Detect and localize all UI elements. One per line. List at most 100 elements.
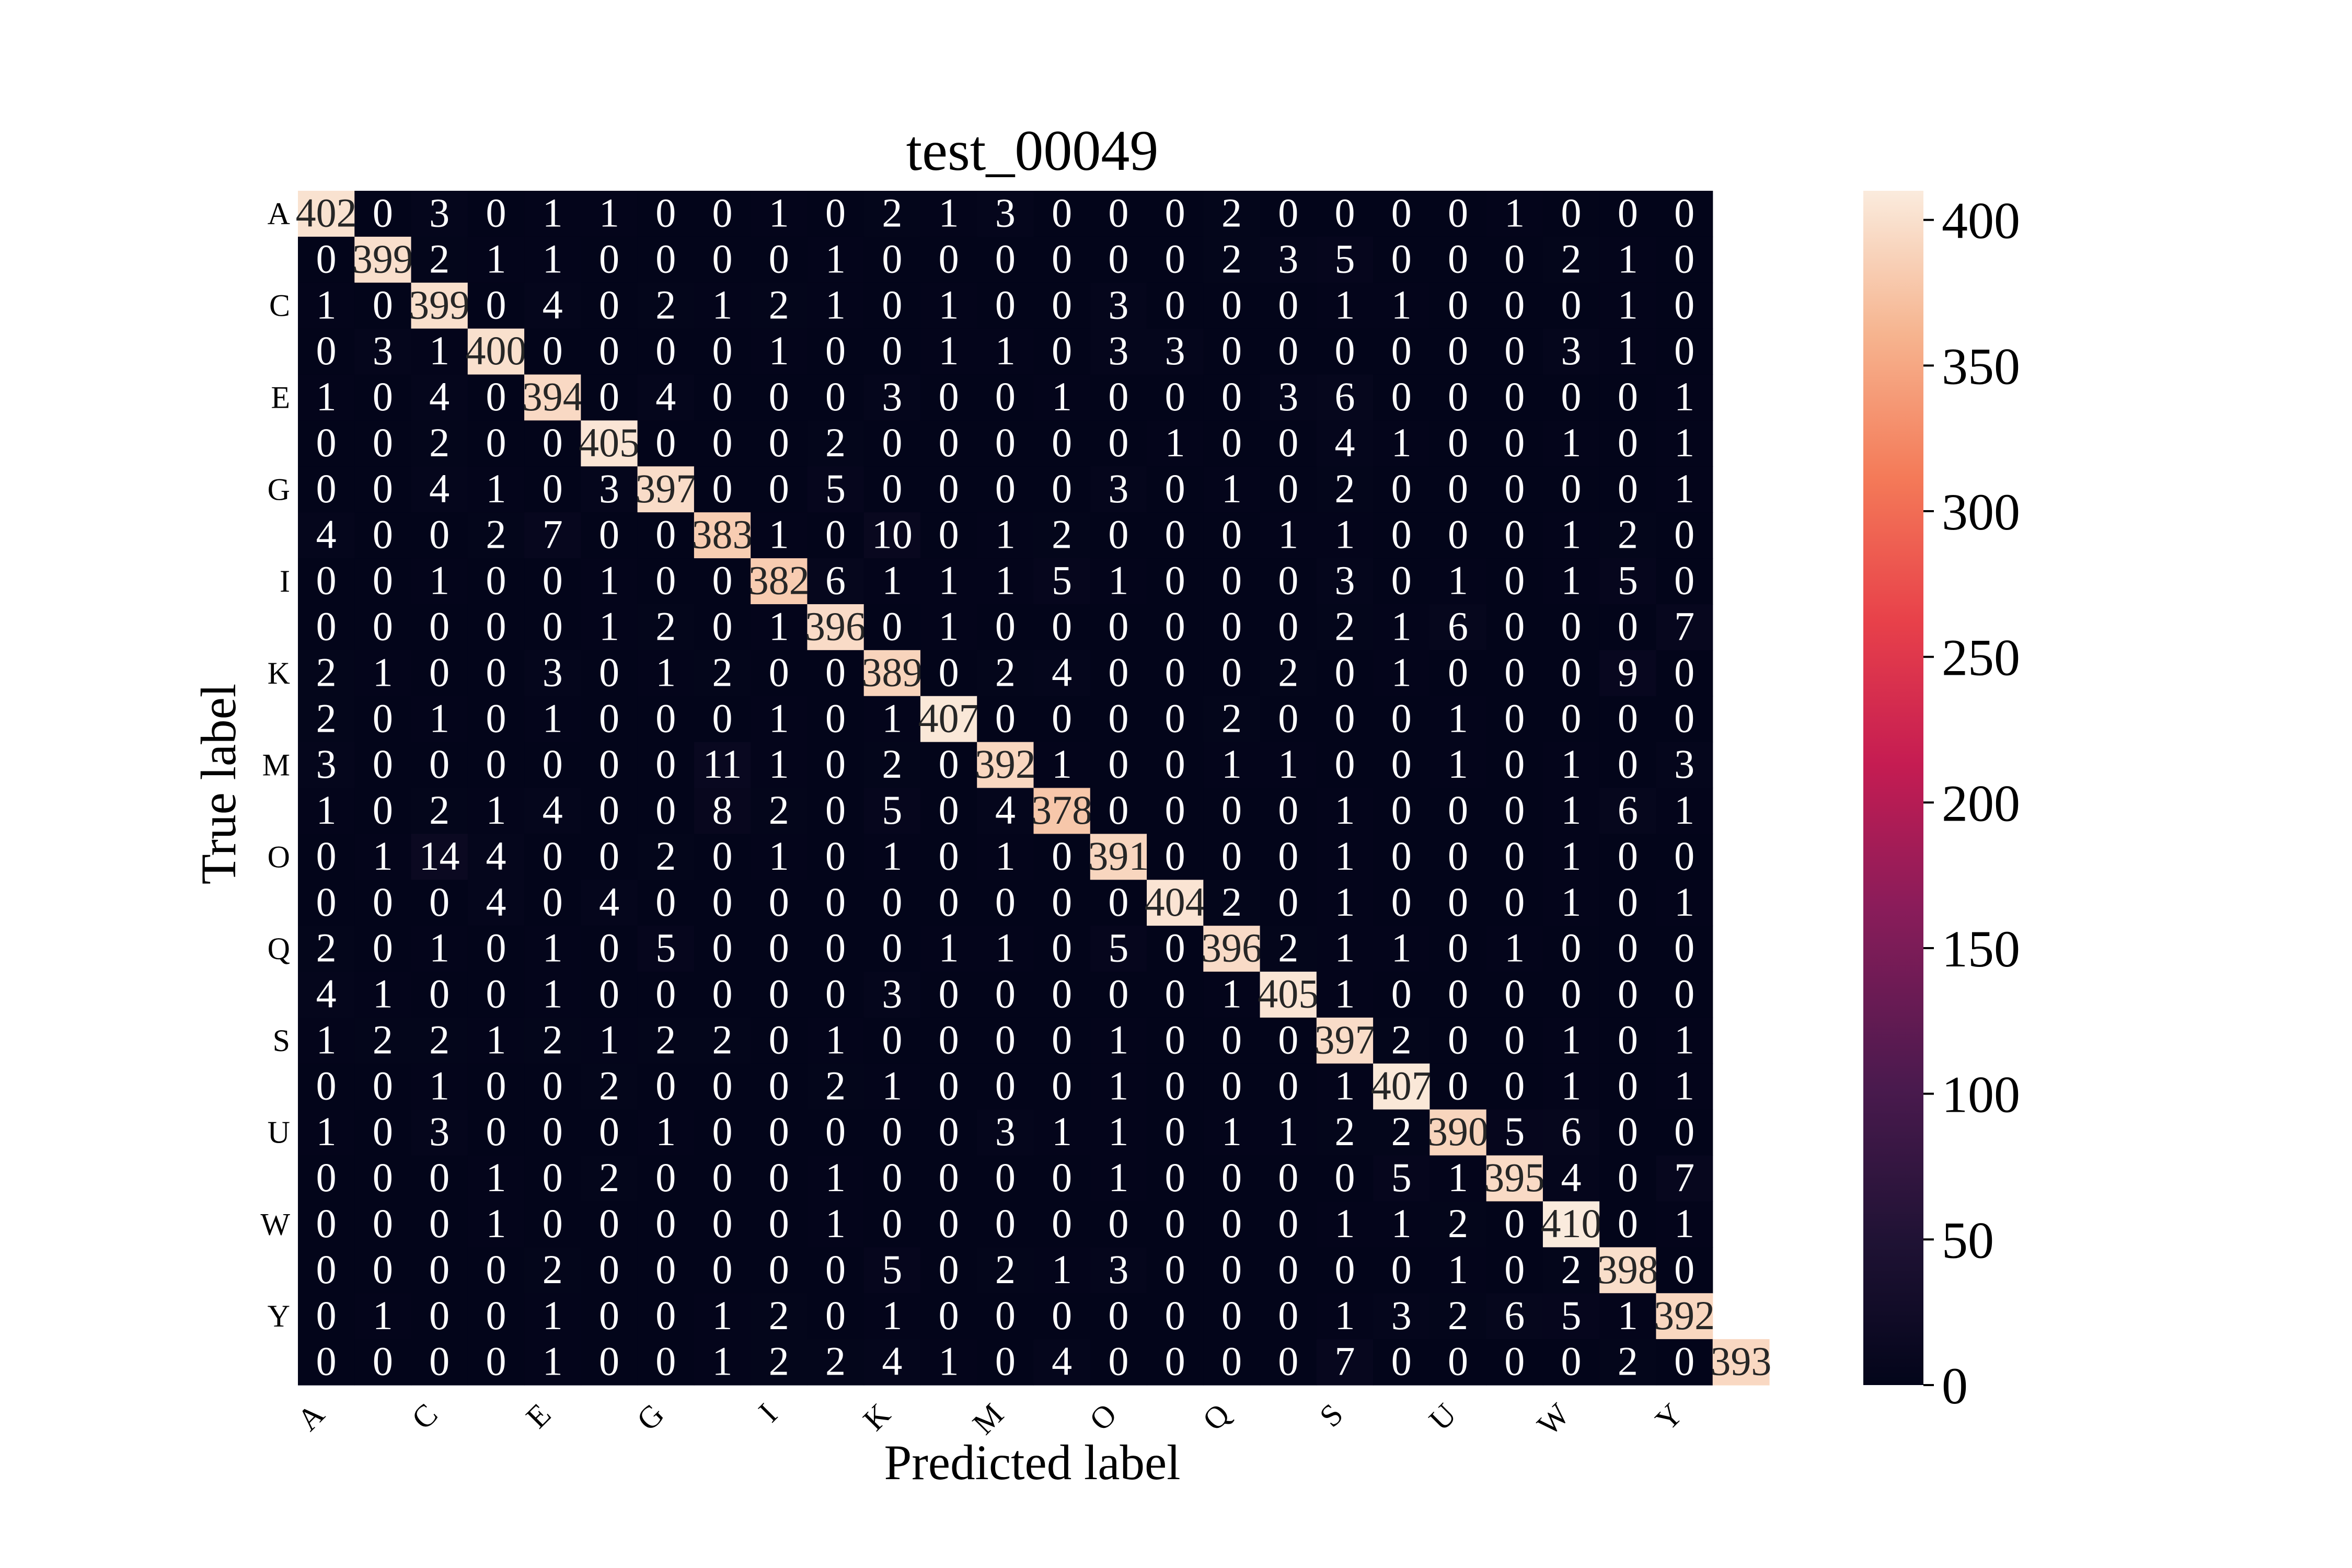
heatmap-cell [807,1063,864,1110]
heatmap-cell [1316,834,1374,880]
cell-value-label: 0 [769,1247,789,1292]
cell-value-label: 0 [995,1155,1016,1200]
heatmap-cell [751,1063,808,1110]
cell-value-label: 1 [1052,374,1072,419]
heatmap-cell [1316,191,1374,237]
heatmap-cell [581,1017,638,1064]
heatmap-cell [467,1339,525,1386]
heatmap-cell [694,926,751,972]
heatmap-cell [1656,1063,1713,1110]
cell-value-label: 1 [1334,1293,1355,1338]
heatmap-cell [694,282,751,329]
cell-value-label: 0 [1504,1247,1525,1292]
heatmap-cell [637,1293,695,1340]
heatmap-cell [1316,328,1374,375]
cell-value-label: 0 [1391,328,1412,373]
cell-value-label: 0 [373,879,393,925]
heatmap-cell [1316,926,1374,972]
heatmap-cell [1090,1017,1147,1064]
heatmap-cell [807,328,864,375]
cell-value-label: 1 [1561,741,1582,787]
cell-value-label: 0 [316,420,337,465]
heatmap-cell [1656,1201,1713,1248]
heatmap-cell [1373,1109,1430,1156]
cell-value-label: 400 [465,328,526,373]
cell-value-label: 0 [1334,190,1355,236]
cell-value-label: 0 [1504,420,1525,465]
heatmap-cell [1316,282,1374,329]
cell-value-label: 2 [429,1017,449,1062]
heatmap-cell [1373,1293,1430,1340]
heatmap-cell [751,1247,808,1294]
heatmap-cell [920,1017,977,1064]
heatmap-cell [524,650,581,697]
heatmap-cell [411,788,468,834]
heatmap-cell [1147,1017,1204,1064]
heatmap-cell [1147,282,1204,329]
heatmap-cell [298,742,355,789]
heatmap-cell [1656,1339,1713,1386]
heatmap-cell [298,1017,355,1064]
heatmap-cell [1203,558,1261,605]
cell-value-label: 1 [373,1293,393,1338]
heatmap-cell [1316,788,1374,834]
heatmap-cell [1203,604,1261,651]
heatmap-cell [1599,1339,1657,1386]
heatmap-cell [354,1201,412,1248]
cell-value-label: 0 [1618,833,1638,879]
cell-value-label: 0 [373,1063,393,1108]
cell-value-label: 0 [1391,833,1412,879]
heatmap-cell [524,1201,581,1248]
heatmap-cell [637,926,695,972]
cell-value-label: 0 [882,328,902,373]
cell-value-label: 1 [1052,741,1072,787]
cell-value-label: 0 [1674,695,1694,741]
cell-value-label: 1 [1391,925,1412,971]
cell-value-label: 0 [1334,649,1355,695]
colorbar-tick-label: 0 [1942,1357,1968,1415]
cell-value-label: 4 [1334,420,1355,465]
heatmap-cell [1599,374,1657,421]
cell-value-label: 0 [1108,787,1128,833]
cell-value-label: 0 [882,604,902,649]
cell-value-label: 0 [1165,1339,1185,1384]
heatmap-cell [354,512,412,559]
heatmap-cell [1486,1063,1543,1110]
heatmap-cell [920,328,977,375]
cell-value-label: 2 [316,925,337,971]
cell-value-label: 0 [939,741,959,787]
heatmap-cell [977,1293,1034,1340]
cell-value-label: 0 [1504,1063,1525,1108]
heatmap-cell [751,558,808,605]
cell-value-label: 2 [825,420,846,465]
heatmap-cell [1373,926,1430,972]
cell-value-label: 0 [712,466,733,511]
colorbar-tick-label: 100 [1942,1066,2020,1124]
heatmap-cell [1033,1339,1091,1386]
heatmap-cell [807,1017,864,1064]
cell-value-label: 0 [1618,925,1638,971]
cell-value-label: 1 [1334,833,1355,879]
heatmap-cell [298,420,355,467]
heatmap-cell [1542,1201,1600,1248]
cell-value-label: 3 [316,741,337,787]
heatmap-cell [524,420,581,467]
heatmap-cell [1656,1247,1713,1294]
heatmap-cell [1373,558,1430,605]
heatmap-cell [1260,191,1317,237]
cell-value-label: 5 [1052,558,1072,603]
cell-value-label: 396 [805,604,866,649]
row-tick-label: C [269,289,290,323]
cell-value-label: 1 [1448,695,1468,741]
heatmap-cell [1429,696,1487,743]
heatmap-cell [863,834,921,880]
heatmap-cell [1033,558,1091,605]
heatmap-cell [524,282,581,329]
heatmap-cell [920,1293,977,1340]
heatmap-cell [751,972,808,1018]
heatmap-cell [751,328,808,375]
cell-value-label: 0 [1052,236,1072,281]
heatmap-cell [354,650,412,697]
heatmap-cell [524,1063,581,1110]
heatmap-cell [1147,604,1204,651]
